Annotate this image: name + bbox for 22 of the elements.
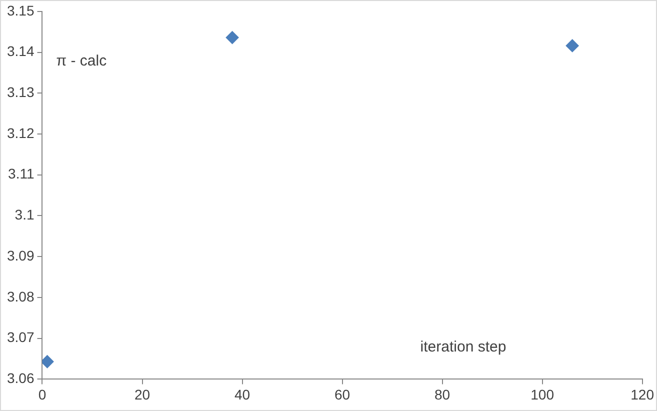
y-tick-label: 3.09 — [7, 247, 34, 264]
x-axis-title: iteration step — [420, 338, 506, 356]
y-tick-label: 3.12 — [7, 124, 34, 141]
y-tick-label: 3.11 — [8, 166, 34, 182]
x-tick-label: 20 — [134, 386, 150, 402]
x-tick-label: 40 — [234, 386, 250, 402]
y-tick-label: 3.08 — [7, 288, 34, 304]
point — [566, 39, 579, 52]
y-tick-label: 3.07 — [7, 329, 34, 346]
point — [226, 31, 239, 44]
x-tick-label: 120 — [630, 386, 654, 402]
y-tick-label: 3.14 — [7, 43, 34, 60]
point — [42, 355, 54, 368]
x-tick-label: 80 — [434, 386, 450, 402]
x-tick-label: 0 — [38, 386, 46, 402]
y-tick-label: 3.06 — [7, 370, 34, 386]
x-tick-label: 60 — [334, 386, 350, 402]
x-tick-label: 100 — [530, 386, 554, 402]
y-tick-label: 3.13 — [7, 84, 34, 100]
y-tick-label: 3.15 — [7, 2, 34, 18]
y-axis-title: π - calc — [56, 52, 108, 70]
y-tick-label: 3.1 — [14, 206, 34, 223]
